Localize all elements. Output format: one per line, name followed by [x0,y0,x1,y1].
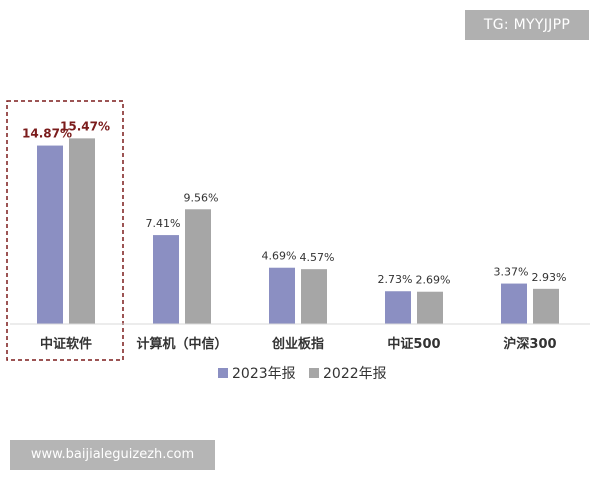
legend-swatch-2022 [309,368,319,378]
bar-2022-3 [417,291,443,324]
category-label-3: 中证500 [387,336,440,352]
value-label-2022-3: 2.69% [416,274,451,287]
bar-2022-2 [301,269,327,324]
legend-label-2022: 2022年报 [323,366,387,382]
bar-2023-2 [269,267,295,324]
legend-label-2023: 2023年报 [232,366,296,382]
watermark-url: www.baijialeguizezh.com [10,440,215,470]
value-label-2023-1: 7.41% [146,217,181,230]
bar-2023-1 [153,235,179,324]
value-label-2023-3: 2.73% [378,273,413,286]
bar-2022-1 [185,209,211,324]
legend-swatch-2023 [218,368,228,378]
bar-2023-0 [37,145,63,324]
value-label-2023-0: 14.87% [22,127,72,141]
category-label-2: 创业板指 [271,336,324,352]
bar-2023-3 [385,291,411,324]
watermark-tg: TG: MYYJJPP [465,10,589,40]
value-label-2022-2: 4.57% [300,251,335,264]
category-label-1: 计算机（中信） [136,336,227,352]
value-label-2022-4: 2.93% [532,271,567,284]
bar-2023-4 [501,283,527,324]
bar-2022-0 [69,138,95,324]
value-label-2022-1: 9.56% [184,191,219,204]
category-label-4: 沪深300 [503,336,556,352]
value-label-2022-0: 15.47% [60,119,110,133]
highlight-box [6,100,124,361]
value-label-2023-2: 4.69% [262,250,297,263]
bar-2022-4 [533,288,559,324]
category-label-0: 中证软件 [40,336,92,352]
value-label-2023-4: 3.37% [494,266,529,279]
